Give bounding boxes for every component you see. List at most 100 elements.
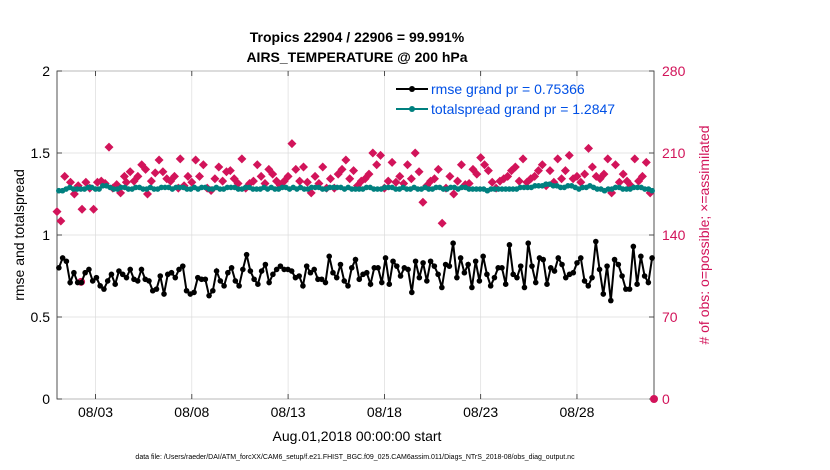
obs-assimilated-point [169, 171, 179, 181]
obs-assimilated-point [175, 154, 185, 164]
rmse-point [608, 297, 614, 304]
obs-assimilated-point [302, 177, 312, 187]
rmse-point [510, 271, 516, 278]
obs-assimilated-point [56, 216, 66, 226]
obs-assimilated-point [376, 150, 386, 160]
obs-assimilated-point [641, 157, 651, 167]
obs-assimilated-point [191, 155, 201, 165]
obs-assimilated-point [372, 160, 382, 170]
rmse-point [78, 279, 85, 286]
rmse-point [641, 273, 648, 279]
rmse-point [333, 274, 340, 281]
rmse-point [450, 240, 456, 246]
obs-assimilated-point [125, 167, 135, 177]
obs-assimilated-point [456, 160, 466, 170]
obs-assimilated-point [237, 154, 247, 164]
rmse-point [559, 261, 565, 268]
rmse-point [300, 283, 306, 289]
rmse-point [356, 276, 363, 283]
rmse-point [93, 274, 100, 281]
obs-assimilated-point [387, 157, 397, 167]
rmse-point [330, 269, 336, 276]
obs-assimilated-point [557, 174, 567, 184]
obs-assimilated-point [564, 150, 574, 160]
obs-assimilated-point [637, 171, 647, 181]
obs-assimilated-point [214, 162, 224, 172]
rmse-point [480, 253, 486, 260]
spread-point [96, 186, 102, 192]
rmse-point [86, 266, 92, 273]
obs-assimilated-point [614, 177, 624, 187]
rmse-point [123, 274, 130, 281]
obs-assimilated-point [268, 169, 278, 179]
rmse-point [228, 265, 235, 271]
rmse-point [382, 255, 389, 261]
obs-assimilated-point [487, 177, 497, 187]
rmse-point [502, 281, 509, 288]
obs-assimilated-point [60, 171, 70, 181]
x-axis: 08/03 08/08 08/13 08/18 08/23 08/28 [78, 71, 595, 420]
obs-assimilated-point [218, 176, 228, 186]
rmse-point [251, 276, 257, 283]
rmse-point [638, 253, 644, 260]
obs-assimilated-point [618, 169, 628, 179]
obs-assimilated-point [77, 204, 87, 214]
obs-assimilated-point [472, 169, 482, 179]
rmse-point [596, 266, 603, 273]
chart-subtitle: AIRS_TEMPERATURE @ 200 hPa [246, 49, 467, 65]
rmse-point [161, 291, 167, 297]
obs-assimilated-point [198, 160, 208, 170]
rmse-point [116, 268, 122, 274]
obs-assimilated-point [146, 176, 156, 186]
rmse-point [431, 263, 438, 269]
right-tick-label: 140 [662, 227, 686, 243]
grid-lines [57, 70, 654, 400]
rmse-point [615, 261, 622, 268]
rmse-point [213, 268, 220, 274]
right-tick-label: 210 [662, 145, 686, 161]
rmse-point [461, 269, 468, 276]
obs-assimilated-point [154, 155, 164, 165]
rmse-point [487, 283, 494, 289]
obs-assimilated-point [341, 155, 351, 165]
rmse-point [435, 271, 441, 278]
rmse-point [465, 261, 471, 268]
obs-assimilated-point [187, 177, 197, 187]
rmse-point [585, 283, 592, 289]
obs-assimilated-point [310, 171, 320, 181]
rmse-point [645, 279, 652, 286]
obs-assimilated-point [295, 176, 305, 186]
obs-possible-point [650, 395, 658, 403]
obs-assimilated-point [349, 166, 359, 176]
obs-assimilated-point [437, 218, 447, 228]
right-tick-label: 70 [662, 309, 678, 325]
obs-assimilated-point [418, 197, 428, 207]
rmse-point [217, 278, 224, 284]
rmse-point [506, 242, 513, 248]
obs-assimilated-point [81, 177, 91, 187]
obs-assimilated-point [580, 169, 590, 179]
rmse-point [146, 278, 152, 284]
rmse-point [405, 266, 411, 273]
rmse-point [168, 269, 175, 276]
right-tick-label: 280 [662, 63, 686, 79]
obs-assimilated-point [530, 171, 540, 181]
obs-assimilated-point [514, 176, 524, 186]
rmse-point [296, 273, 302, 279]
rmse-point [277, 263, 284, 269]
obs-assimilated-point [518, 154, 528, 164]
rmse-point [529, 263, 535, 269]
rmse-point [630, 243, 637, 250]
rmse-point [412, 258, 419, 265]
obs-assimilated-point [402, 160, 412, 170]
obs-assimilated-point [337, 164, 347, 174]
rmse-point [420, 260, 426, 266]
rmse-point [577, 255, 584, 261]
obs-assimilated-point [252, 160, 262, 170]
obs-assimilated-point [603, 154, 613, 164]
rmse-point [71, 269, 77, 276]
obs-assimilated-point [453, 176, 463, 186]
rmse-point [532, 279, 539, 286]
rmse-point [112, 281, 118, 288]
rmse-point [225, 269, 231, 276]
